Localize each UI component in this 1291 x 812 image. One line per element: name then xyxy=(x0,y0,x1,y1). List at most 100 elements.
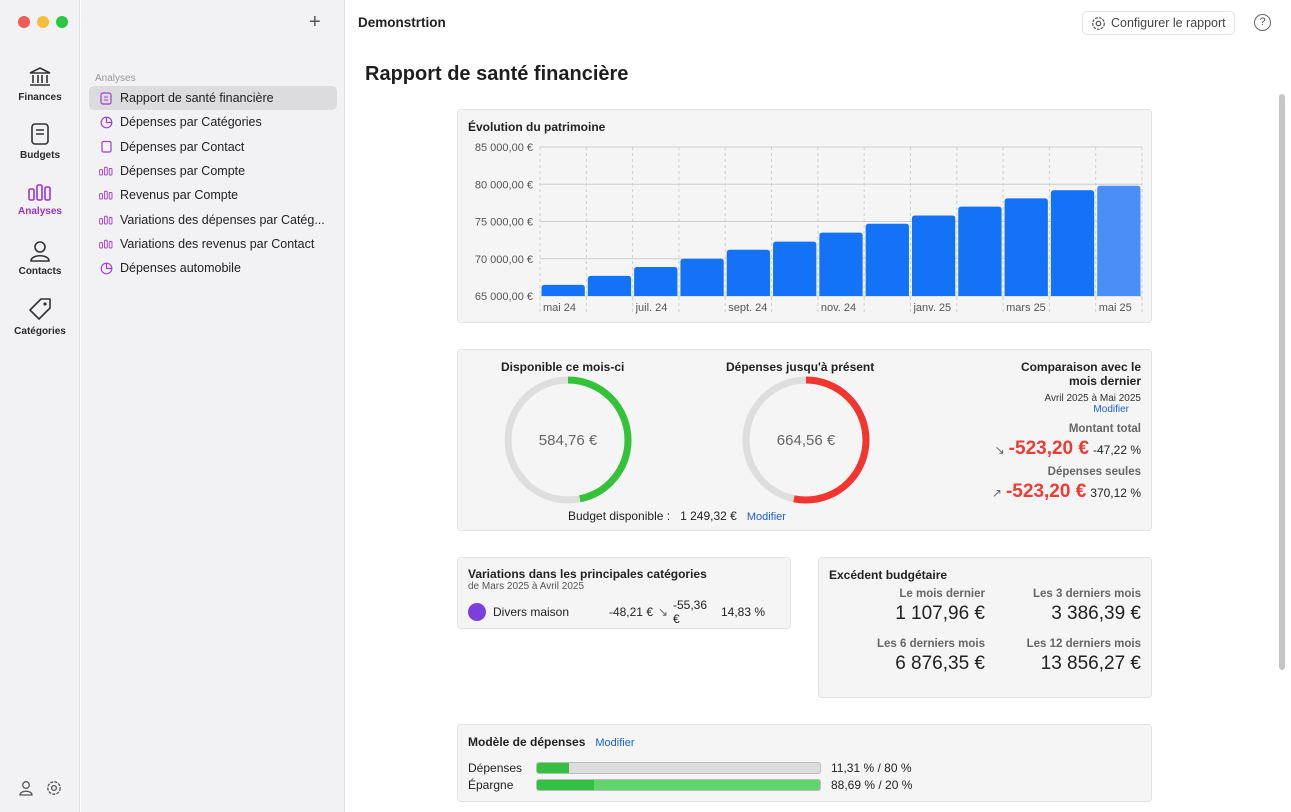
comparison-title: Comparaison avec le mois dernier xyxy=(971,360,1141,388)
y-tick-label: 85 000,00 € xyxy=(475,142,533,154)
savings-progress-bar xyxy=(536,779,821,791)
pie-icon xyxy=(99,261,113,275)
rail-item-finances[interactable]: Finances xyxy=(0,66,80,103)
sidebar-item[interactable]: Rapport de santé financière xyxy=(89,86,337,110)
sidebar-item[interactable]: Variations des dépenses par Catég... xyxy=(89,208,337,232)
scrollbar[interactable] xyxy=(1279,94,1285,670)
main-content: Demonstrtion Configurer le rapport ? Rap… xyxy=(346,0,1291,812)
model-modify-link[interactable]: Modifier xyxy=(595,737,635,749)
close-window-button[interactable] xyxy=(18,16,30,28)
y-tick-label: 75 000,00 € xyxy=(475,217,533,229)
bar xyxy=(1097,185,1141,296)
model-row-text: 88,69 % / 20 % xyxy=(831,778,913,792)
total-amount-row: ↘ -523,20 € -47,22 % xyxy=(971,438,1141,460)
nav-rail: Finances Budgets Analyses Contacts Catég… xyxy=(0,0,80,812)
rail-label: Catégories xyxy=(14,326,66,337)
category-variations-card: Variations dans les principales catégori… xyxy=(457,557,791,629)
budget-available-line: Budget disponible : 1 249,32 € Modifier xyxy=(568,509,786,523)
sidebar-item-label: Variations des dépenses par Catég... xyxy=(120,212,325,227)
comparison-modify-link[interactable]: Modifier xyxy=(1093,404,1129,415)
model-header: Modèle de dépenses Modifier xyxy=(468,735,635,749)
variation-value2: -55,36 € xyxy=(673,598,708,626)
y-tick-label: 70 000,00 € xyxy=(475,254,533,266)
window-title: Demonstrtion xyxy=(358,15,446,30)
sidebar-item[interactable]: Variations des revenus par Contact xyxy=(89,232,337,256)
settings-gear-icon[interactable] xyxy=(46,780,62,796)
bar-chart-icon xyxy=(28,184,51,201)
sidebar-item-label: Variations des revenus par Contact xyxy=(120,237,315,252)
variations-subtitle: de Mars 2025 à Avril 2025 xyxy=(468,581,585,592)
sidebar: + Analyses Rapport de santé financière Dé… xyxy=(81,0,345,812)
bar xyxy=(865,223,909,296)
model-row-spending: Dépenses 11,31 % / 80 % xyxy=(468,761,912,775)
rail-label: Budgets xyxy=(20,150,60,161)
minimize-window-button[interactable] xyxy=(37,16,49,28)
surplus-label: Le mois dernier xyxy=(899,588,985,600)
rail-footer xyxy=(18,780,62,796)
report-icon xyxy=(99,91,113,105)
x-tick-label: mai 25 xyxy=(1099,302,1132,314)
available-gauge: 584,76 € xyxy=(504,376,632,504)
x-tick-label: mai 24 xyxy=(543,302,576,314)
variation-row[interactable]: Divers maison -48,21 € ↘ -55,36 € 14,83 … xyxy=(468,598,780,626)
rail-item-analyses[interactable]: Analyses xyxy=(0,182,80,217)
available-gauge-title: Disponible ce mois-ci xyxy=(501,360,625,374)
total-amount-pct: -47,22 % xyxy=(1092,443,1141,457)
rail-label: Finances xyxy=(18,92,62,103)
comparison-title-line1: Comparaison avec le xyxy=(1020,360,1141,374)
tag-icon xyxy=(29,298,51,320)
y-tick-label: 80 000,00 € xyxy=(475,179,533,191)
sidebar-item-label: Revenus par Compte xyxy=(120,188,239,203)
bar xyxy=(958,206,1002,296)
comparison-period: Avril 2025 à Mai 2025 xyxy=(1044,393,1141,404)
bar xyxy=(911,215,956,296)
actual-fill xyxy=(537,780,594,790)
bar xyxy=(1004,198,1048,296)
bar-chart-icon xyxy=(99,213,113,227)
model-row-label: Dépenses xyxy=(468,761,523,775)
comparison-title-line2: mois dernier xyxy=(1068,374,1141,388)
rail-item-contacts[interactable]: Contacts xyxy=(0,240,80,277)
spend-only-row: ↗ -523,20 € 370,12 % xyxy=(971,481,1141,503)
help-button[interactable]: ? xyxy=(1254,14,1271,31)
surplus-label: Les 12 derniers mois xyxy=(1026,638,1141,650)
rail-item-categories[interactable]: Catégories xyxy=(0,296,80,337)
window-controls xyxy=(18,16,68,28)
rail-item-budgets[interactable]: Budgets xyxy=(0,122,80,161)
configure-report-button[interactable]: Configurer le rapport xyxy=(1082,11,1235,35)
page-title: Rapport de santé financière xyxy=(365,63,629,85)
account-icon[interactable] xyxy=(18,780,34,796)
budget-label: Budget disponible : xyxy=(568,509,671,523)
sidebar-list: Rapport de santé financière Dépenses par … xyxy=(89,86,337,281)
sidebar-item-label: Dépenses par Catégories xyxy=(120,115,262,130)
sidebar-item-label: Dépenses par Contact xyxy=(120,139,245,154)
sidebar-item[interactable]: Dépenses par Catégories xyxy=(89,110,337,134)
budget-modify-link[interactable]: Modifier xyxy=(746,511,786,523)
comparison-block: Comparaison avec le mois dernier Avril 2… xyxy=(971,360,1141,503)
wealth-chart-card: 65 000,00 € 70 000,00 € 75 000,00 € 80 000,… xyxy=(457,109,1152,323)
surplus-cell: Les 6 derniers mois 6 876,35 € xyxy=(829,638,985,675)
surplus-cell: Les 12 derniers mois 13 856,27 € xyxy=(985,638,1141,675)
sidebar-item[interactable]: Dépenses par Contact xyxy=(89,135,337,159)
spent-gauge: 664,56 € xyxy=(742,376,870,504)
bank-icon xyxy=(29,67,51,86)
bar-chart-icon xyxy=(99,237,113,251)
sidebar-item[interactable]: Dépenses par Compte xyxy=(89,159,337,183)
monthly-summary-card: Disponible ce mois-ci 584,76 € Dépenses … xyxy=(457,349,1152,531)
add-report-button[interactable]: + xyxy=(309,11,321,33)
sidebar-item[interactable]: Revenus par Compte xyxy=(89,183,337,207)
spend-only-label: Dépenses seules xyxy=(1047,466,1141,478)
gauge-value: 664,56 € xyxy=(777,432,836,449)
variation-category: Divers maison xyxy=(493,605,570,619)
bar xyxy=(541,284,585,296)
spend-only-pct: 370,12 % xyxy=(1090,486,1141,500)
spending-progress-bar xyxy=(536,762,821,774)
variations-title: Variations dans les principales catégori… xyxy=(468,567,707,581)
surplus-grid: Le mois dernier 1 107,96 € Les 3 derniers… xyxy=(829,588,1141,675)
zoom-window-button[interactable] xyxy=(56,16,68,28)
sidebar-item[interactable]: Dépenses automobile xyxy=(89,256,337,280)
gear-icon xyxy=(1092,16,1105,30)
budget-value: 1 249,32 € xyxy=(680,509,737,523)
bar xyxy=(587,275,632,296)
y-tick-label: 65 000,00 € xyxy=(475,291,533,303)
